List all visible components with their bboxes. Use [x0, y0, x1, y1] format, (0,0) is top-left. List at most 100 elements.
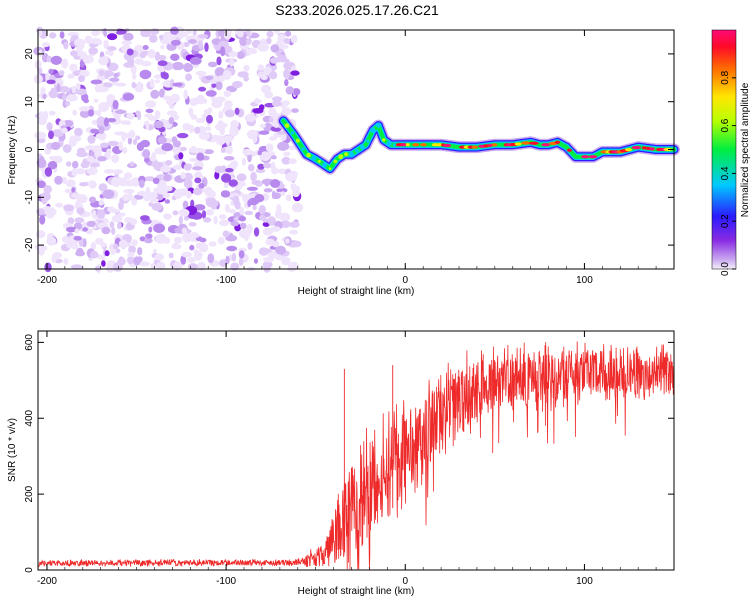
x-tick-label: -200 — [37, 576, 57, 587]
noise-blob — [280, 191, 286, 196]
noise-blob — [182, 123, 191, 131]
ridge-spot — [284, 123, 290, 128]
noise-blob — [170, 26, 179, 35]
noise-blob — [247, 163, 255, 172]
noise-blob — [107, 118, 117, 123]
noise-blob — [214, 96, 226, 103]
noise-blob — [88, 43, 99, 48]
noise-blob — [271, 100, 282, 107]
noise-blob — [163, 173, 172, 182]
noise-blob — [270, 125, 282, 132]
noise-blob — [91, 209, 97, 219]
noise-blob — [223, 156, 235, 161]
noise-blob — [155, 261, 166, 270]
noise-blob — [161, 150, 167, 155]
noise-blob — [217, 236, 225, 245]
noise-blob — [231, 252, 237, 262]
noise-blob — [292, 88, 301, 96]
noise-blob — [266, 37, 272, 45]
noise-blob — [86, 167, 98, 175]
noise-blob — [221, 173, 232, 183]
noise-blob — [39, 215, 46, 225]
noise-blob — [270, 44, 280, 53]
noise-blob — [87, 134, 96, 144]
noise-blob — [129, 161, 135, 167]
noise-blob — [254, 98, 261, 104]
noise-blob — [260, 40, 268, 50]
noise-blob — [247, 242, 253, 250]
ridge-spot — [317, 159, 321, 163]
noise-blob — [102, 189, 115, 200]
ridge-hot-spot — [521, 141, 531, 145]
noise-blob — [226, 245, 238, 252]
noise-blob — [281, 256, 291, 266]
noise-blob — [135, 135, 141, 141]
noise-blob — [266, 30, 274, 38]
noise-blob — [39, 155, 45, 166]
ridge-spot — [386, 141, 392, 146]
noise-blob — [136, 191, 148, 196]
noise-blob — [278, 44, 289, 49]
noise-blob — [228, 51, 238, 58]
noise-blob — [88, 180, 97, 189]
noise-blob — [110, 176, 121, 187]
noise-blob — [54, 78, 64, 87]
noise-blob — [135, 110, 140, 116]
noise-blob — [71, 168, 77, 177]
ridge-hot-spot — [436, 143, 443, 147]
noise-blob — [180, 146, 188, 152]
noise-blob — [201, 113, 207, 119]
noise-blob — [225, 255, 230, 265]
colorbar-gradient — [711, 29, 737, 270]
noise-blob — [109, 221, 115, 229]
noise-blob — [271, 192, 281, 199]
ridge-hot-spot — [420, 143, 427, 147]
noise-blob — [195, 117, 206, 124]
noise-blob — [238, 257, 244, 266]
ridge-hot-spot — [554, 140, 561, 144]
noise-blob — [268, 116, 274, 123]
noise-blob — [59, 31, 65, 39]
noise-blob — [214, 171, 220, 180]
noise-blob — [164, 199, 171, 204]
colorbar-label: Normalized spectral amplitude — [740, 82, 750, 217]
noise-blob — [74, 38, 86, 47]
noise-blob — [51, 254, 57, 263]
noise-blob — [205, 75, 214, 81]
noise-blob — [80, 161, 90, 169]
noise-blob — [252, 204, 257, 211]
ridge-spot — [295, 138, 300, 143]
noise-blob — [149, 34, 158, 43]
noise-blob — [132, 73, 137, 80]
noise-blob — [203, 149, 214, 155]
noise-blob — [90, 79, 103, 85]
noise-blob — [229, 58, 235, 67]
noise-blob — [63, 204, 75, 212]
noise-blob — [129, 218, 138, 226]
noise-blob — [257, 163, 265, 170]
ridge-trace — [277, 114, 680, 175]
noise-blob — [117, 212, 126, 217]
ridge-spot — [333, 159, 338, 164]
noise-blob — [223, 135, 234, 142]
noise-blob — [89, 196, 96, 203]
noise-blob — [189, 232, 200, 239]
ridge-spot — [393, 143, 396, 147]
noise-blob — [196, 152, 205, 161]
noise-blob — [58, 85, 70, 93]
noise-blob — [269, 57, 279, 64]
noise-blob — [131, 81, 137, 89]
noise-blob — [82, 55, 94, 64]
noise-blob — [195, 70, 207, 76]
noise-blob — [74, 228, 80, 234]
noise-blob — [194, 251, 203, 261]
noise-blob — [36, 180, 46, 189]
noise-blob — [238, 250, 245, 259]
noise-blob — [240, 222, 247, 230]
noise-blob — [265, 238, 275, 246]
noise-blob — [214, 67, 225, 77]
noise-blob — [172, 140, 181, 148]
ridge-hot-spot — [405, 143, 410, 147]
noise-blob — [290, 70, 300, 76]
ridge-spot — [301, 147, 305, 151]
